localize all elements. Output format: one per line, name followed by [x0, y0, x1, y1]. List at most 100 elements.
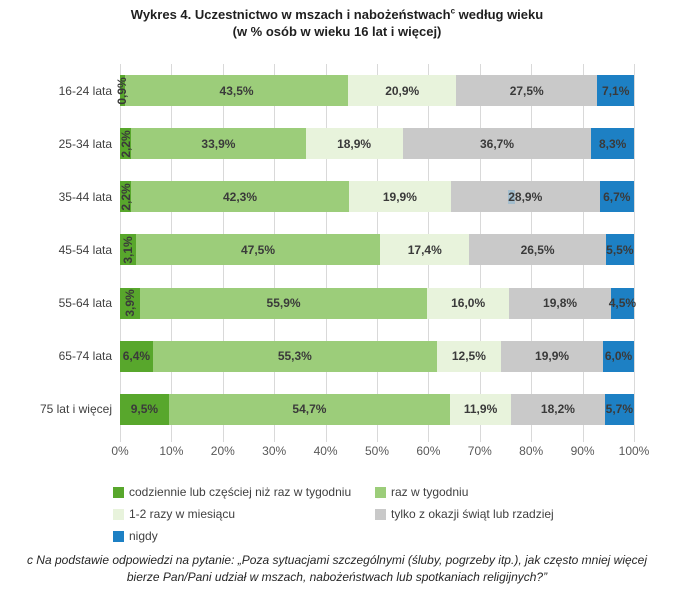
bar-segment: 18,2% — [511, 393, 605, 425]
chart-title-text: Wykres 4. Uczestnictwo w mszach i naboże… — [130, 7, 451, 22]
chart-title-suffix: według wieku — [455, 7, 544, 22]
chart-title-superscript: c — [450, 6, 456, 16]
legend-item: 1-2 razy w miesiącu — [113, 507, 375, 521]
segment-label: 6,7% — [603, 189, 631, 204]
segment-label: 6,0% — [604, 349, 633, 364]
bar-segment: 19,8% — [509, 287, 611, 319]
x-axis: 0% 10% 20% 30% 40% 50% 60% 70% 80% 90% 100% — [111, 444, 649, 460]
chart-title-line2: (w % osób w wieku 16 lat i więcej) — [232, 24, 442, 39]
bar-segment: 2,2% — [119, 128, 133, 160]
category-label: 75 lat i więcej — [39, 402, 112, 417]
segment-label: 42,3% — [222, 189, 258, 204]
bar-segment: 33,9% — [131, 128, 306, 160]
segment-label: 17,4% — [407, 242, 442, 257]
segment-label: 33,9% — [201, 136, 236, 151]
legend: codziennie lub częściej niż raz w tygodn… — [113, 485, 633, 543]
bar-segment: 27,5% — [455, 75, 598, 107]
segment-label: 43,5% — [219, 83, 254, 98]
segment-label: 12,5% — [451, 349, 486, 364]
segment-label: 7,1% — [602, 83, 630, 98]
x-tick-label: 90% — [570, 444, 595, 458]
segment-label: 47,5% — [240, 242, 275, 257]
bar-segment: 11,9% — [449, 393, 512, 425]
bar-segment: 36,7% — [402, 128, 592, 160]
bar-track: 3,9% 55,9% 16,0% 19,8% 4,5% — [120, 287, 637, 319]
bar-segment: 3,9% — [120, 287, 141, 319]
segment-label: 8,3% — [598, 136, 627, 151]
x-tick-label: 60% — [416, 444, 441, 458]
category-label: 65-74 lata — [58, 349, 112, 364]
x-tick-label: 30% — [262, 444, 287, 458]
bar-track: 6,4% 55,3% 12,5% 19,9% 6,0% — [120, 340, 634, 372]
bar-segment: 54,7% — [168, 393, 450, 425]
bar-segment: 6,0% — [603, 340, 634, 372]
segment-label: 19,8% — [543, 296, 578, 311]
bar-segment: 2,2% — [119, 181, 133, 213]
legend-swatch — [375, 508, 386, 520]
bar-row: 55-64 lata 3,9% 55,9% 16,0% 19,8% 4,5% — [0, 277, 674, 330]
x-tick-label: 100% — [618, 444, 650, 458]
legend-swatch — [113, 508, 124, 520]
bar-segment: 5,7% — [604, 393, 634, 425]
bar-segment: 18,9% — [305, 128, 403, 160]
bar-track: 2,2% 42,3% 19,9% 28,9% 6,7% — [119, 181, 634, 213]
bar-segment: 19,9% — [348, 181, 451, 213]
bar-segment: 19,9% — [500, 340, 604, 372]
bar-row: 16-24 lata 0,9% 43,5% 20,9% 27,5% 7,1% — [0, 64, 674, 117]
x-tick-label: 80% — [519, 444, 544, 458]
segment-label: 19,9% — [535, 349, 570, 364]
bar-segment: 6,4% — [120, 340, 153, 372]
segment-label: 6,4% — [122, 349, 151, 364]
gridline — [634, 64, 635, 442]
legend-label: raz w tygodniu — [391, 485, 469, 499]
segment-label: 27,5% — [509, 83, 544, 98]
category-label: 35-44 lata — [58, 189, 112, 204]
chart-title-line1: Wykres 4. Uczestnictwo w mszach i naboże… — [0, 6, 674, 23]
legend-label: codziennie lub częściej niż raz w tygodn… — [129, 485, 352, 499]
segment-label: 55,3% — [277, 349, 312, 364]
category-label: 45-54 lata — [58, 242, 112, 257]
segment-label: 5,5% — [606, 242, 634, 257]
bar-segment: 17,4% — [380, 234, 470, 266]
segment-label: 4,5% — [608, 296, 637, 311]
x-tick-label: 10% — [159, 444, 184, 458]
bar-segment: 4,5% — [608, 287, 637, 319]
category-label: 25-34 lata — [58, 136, 112, 151]
bars-container: 16-24 lata 0,9% 43,5% 20,9% 27,5% 7,1% 25-34 l… — [0, 64, 674, 436]
legend-item: raz w tygodniu — [375, 485, 633, 499]
legend-item: nigdy — [113, 529, 375, 543]
x-tick-label: 40% — [313, 444, 338, 458]
x-tick-label: 70% — [467, 444, 492, 458]
bar-segment: 20,9% — [348, 75, 456, 107]
bar-segment: 16,0% — [427, 287, 510, 319]
category-label: 16-24 lata — [58, 83, 112, 98]
segment-label: 19,9% — [382, 189, 417, 204]
segment-label: 28,9% — [508, 189, 543, 204]
segment-label: 18,2% — [540, 402, 575, 417]
segment-label: 3,1% — [120, 236, 135, 264]
x-tick-label: 20% — [210, 444, 235, 458]
bar-segment: 7,1% — [597, 75, 634, 107]
legend-label: tylko z okazji świąt lub rzadziej — [391, 507, 554, 521]
legend-swatch — [375, 486, 386, 498]
bar-row: 65-74 lata 6,4% 55,3% 12,5% 19,9% 6,0% — [0, 330, 674, 383]
bar-row: 45-54 lata 3,1% 47,5% 17,4% 26,5% 5,5% — [0, 223, 674, 276]
legend-item: tylko z okazji świąt lub rzadziej — [375, 507, 633, 521]
legend-swatch — [113, 486, 124, 498]
bar-segment: 9,5% — [120, 393, 169, 425]
bar-track: 9,5% 54,7% 11,9% 18,2% 5,7% — [120, 393, 634, 425]
bar-segment: 43,5% — [124, 75, 349, 107]
segment-label: 26,5% — [520, 242, 555, 257]
bar-track: 0,9% 43,5% 20,9% 27,5% 7,1% — [115, 75, 634, 107]
segment-label: 36,7% — [479, 136, 514, 151]
bar-segment: 6,7% — [599, 181, 634, 213]
x-tick-label: 0% — [111, 444, 129, 458]
bar-track: 3,1% 47,5% 17,4% 26,5% 5,5% — [120, 234, 634, 266]
segment-label: 9,5% — [130, 402, 159, 417]
legend-swatch — [113, 530, 124, 542]
segment-label: 16,0% — [451, 296, 486, 311]
segment-label: 54,7% — [292, 402, 327, 417]
legend-item: codziennie lub częściej niż raz w tygodn… — [113, 485, 375, 499]
segment-label: 11,9% — [463, 402, 498, 417]
